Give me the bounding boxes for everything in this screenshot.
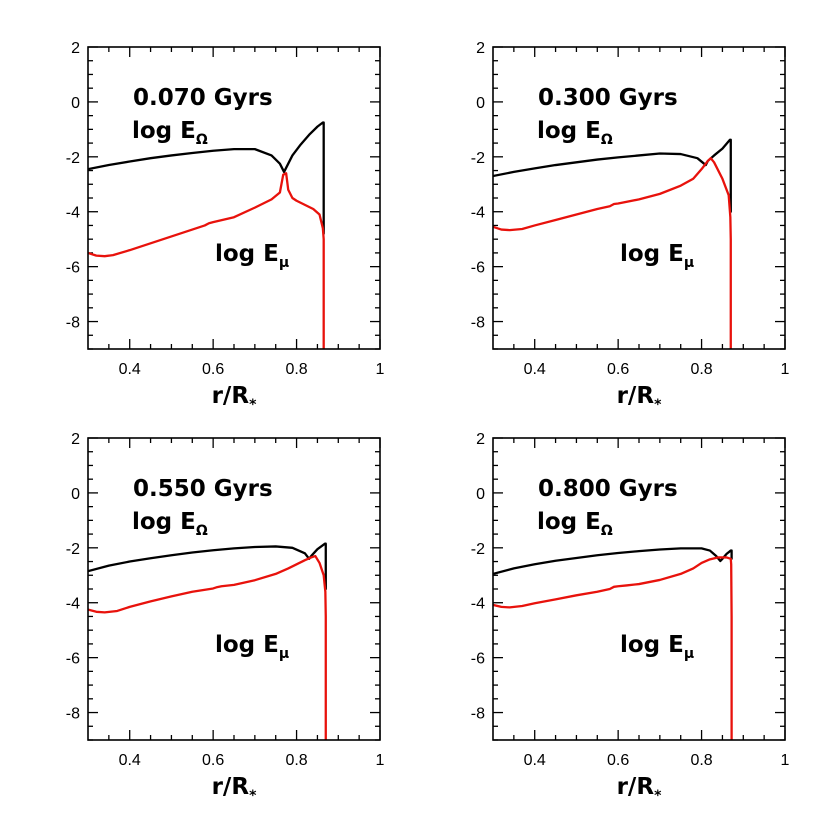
x-tick-label: 0.6 [607,361,629,378]
y-tick-label: -8 [471,315,485,332]
y-tick-label: -4 [471,205,485,222]
plot-frame [492,437,786,741]
y-tick-label: -8 [66,706,80,723]
label-log-e-omega: log EΩ [132,118,208,148]
y-tick-label: 0 [71,486,80,503]
x-axis-label: r/R* [212,774,257,804]
y-tick-label: 0 [71,95,80,112]
x-axis-label-main: r/R [212,774,250,800]
x-tick-label: 0.4 [524,752,546,769]
series-line-log-e-omega [493,138,732,213]
series-line-log-e-omega [493,547,733,576]
label-log-e-mu: log Eμ [215,241,289,271]
label-sub: Ω [601,523,613,539]
y-tick-label: -4 [66,596,80,613]
y-tick-label: -4 [471,596,485,613]
label-sub: Ω [601,132,613,148]
series-line-log-e-mu [493,556,733,740]
label-log-e-mu: log Eμ [620,241,694,271]
y-tick-label: -2 [66,150,80,167]
y-tick-label: 2 [476,40,485,57]
label-sub: Ω [196,132,208,148]
x-tick-label: 0.8 [285,752,307,769]
y-tick-label: 2 [476,431,485,448]
label-main: log E [215,241,279,267]
label-main: log E [215,632,279,658]
x-axis-label: r/R* [212,383,257,413]
x-axis-label-sub: * [249,397,257,413]
x-tick-label: 1 [781,752,790,769]
y-tick-label: -6 [471,260,485,277]
panel-title: 0.300 Gyrs [538,85,678,111]
label-sub: μ [684,255,694,271]
x-axis-label-main: r/R [617,774,655,800]
y-tick-label: 2 [71,431,80,448]
y-tick-label: 2 [71,40,80,57]
label-sub: μ [684,646,694,662]
x-tick-label: 0.8 [690,752,712,769]
plot-frame [87,46,381,350]
x-tick-label: 0.6 [607,752,629,769]
label-log-e-omega: log EΩ [132,509,208,539]
series-line-log-e-mu [88,172,325,349]
label-log-e-omega: log EΩ [537,509,613,539]
y-tick-label: -2 [471,541,485,558]
x-axis-label-main: r/R [617,383,655,409]
y-tick-label: -2 [471,150,485,167]
x-axis-label-sub: * [654,397,662,413]
panel-title: 0.550 Gyrs [133,476,273,502]
label-main: log E [620,241,684,267]
x-tick-label: 1 [376,361,385,378]
label-sub: Ω [196,523,208,539]
label-main: log E [132,118,196,144]
x-axis-label-sub: * [249,788,257,804]
label-sub: μ [279,255,289,271]
label-main: log E [620,632,684,658]
y-tick-label: -8 [471,706,485,723]
series-line-log-e-mu [493,157,732,349]
y-tick-label: -6 [471,651,485,668]
panel-title: 0.800 Gyrs [538,476,678,502]
label-log-e-mu: log Eμ [620,632,694,662]
x-tick-label: 1 [781,361,790,378]
plot-frame [492,46,786,350]
label-main: log E [132,509,196,535]
x-tick-label: 0.8 [285,361,307,378]
x-axis-label: r/R* [617,383,662,413]
x-axis-label-sub: * [654,788,662,804]
label-main: log E [537,509,601,535]
series-line-log-e-omega [88,542,327,591]
plot-frame [87,437,381,741]
x-tick-label: 1 [376,752,385,769]
x-axis-label-main: r/R [212,383,250,409]
label-main: log E [537,118,601,144]
y-tick-label: -8 [66,315,80,332]
y-tick-label: -4 [66,205,80,222]
x-axis-label: r/R* [617,774,662,804]
y-tick-label: 0 [476,95,485,112]
panel-title: 0.070 Gyrs [133,85,273,111]
x-tick-label: 0.8 [690,361,712,378]
x-tick-label: 0.6 [202,361,224,378]
y-tick-label: 0 [476,486,485,503]
y-tick-label: -6 [66,651,80,668]
y-tick-label: -2 [66,541,80,558]
label-log-e-mu: log Eμ [215,632,289,662]
series-line-log-e-mu [88,554,327,740]
label-sub: μ [279,646,289,662]
label-log-e-omega: log EΩ [537,118,613,148]
x-tick-label: 0.6 [202,752,224,769]
x-tick-label: 0.4 [119,361,141,378]
x-tick-label: 0.4 [119,752,141,769]
y-tick-label: -6 [66,260,80,277]
series-line-log-e-omega [88,121,325,235]
x-tick-label: 0.4 [524,361,546,378]
